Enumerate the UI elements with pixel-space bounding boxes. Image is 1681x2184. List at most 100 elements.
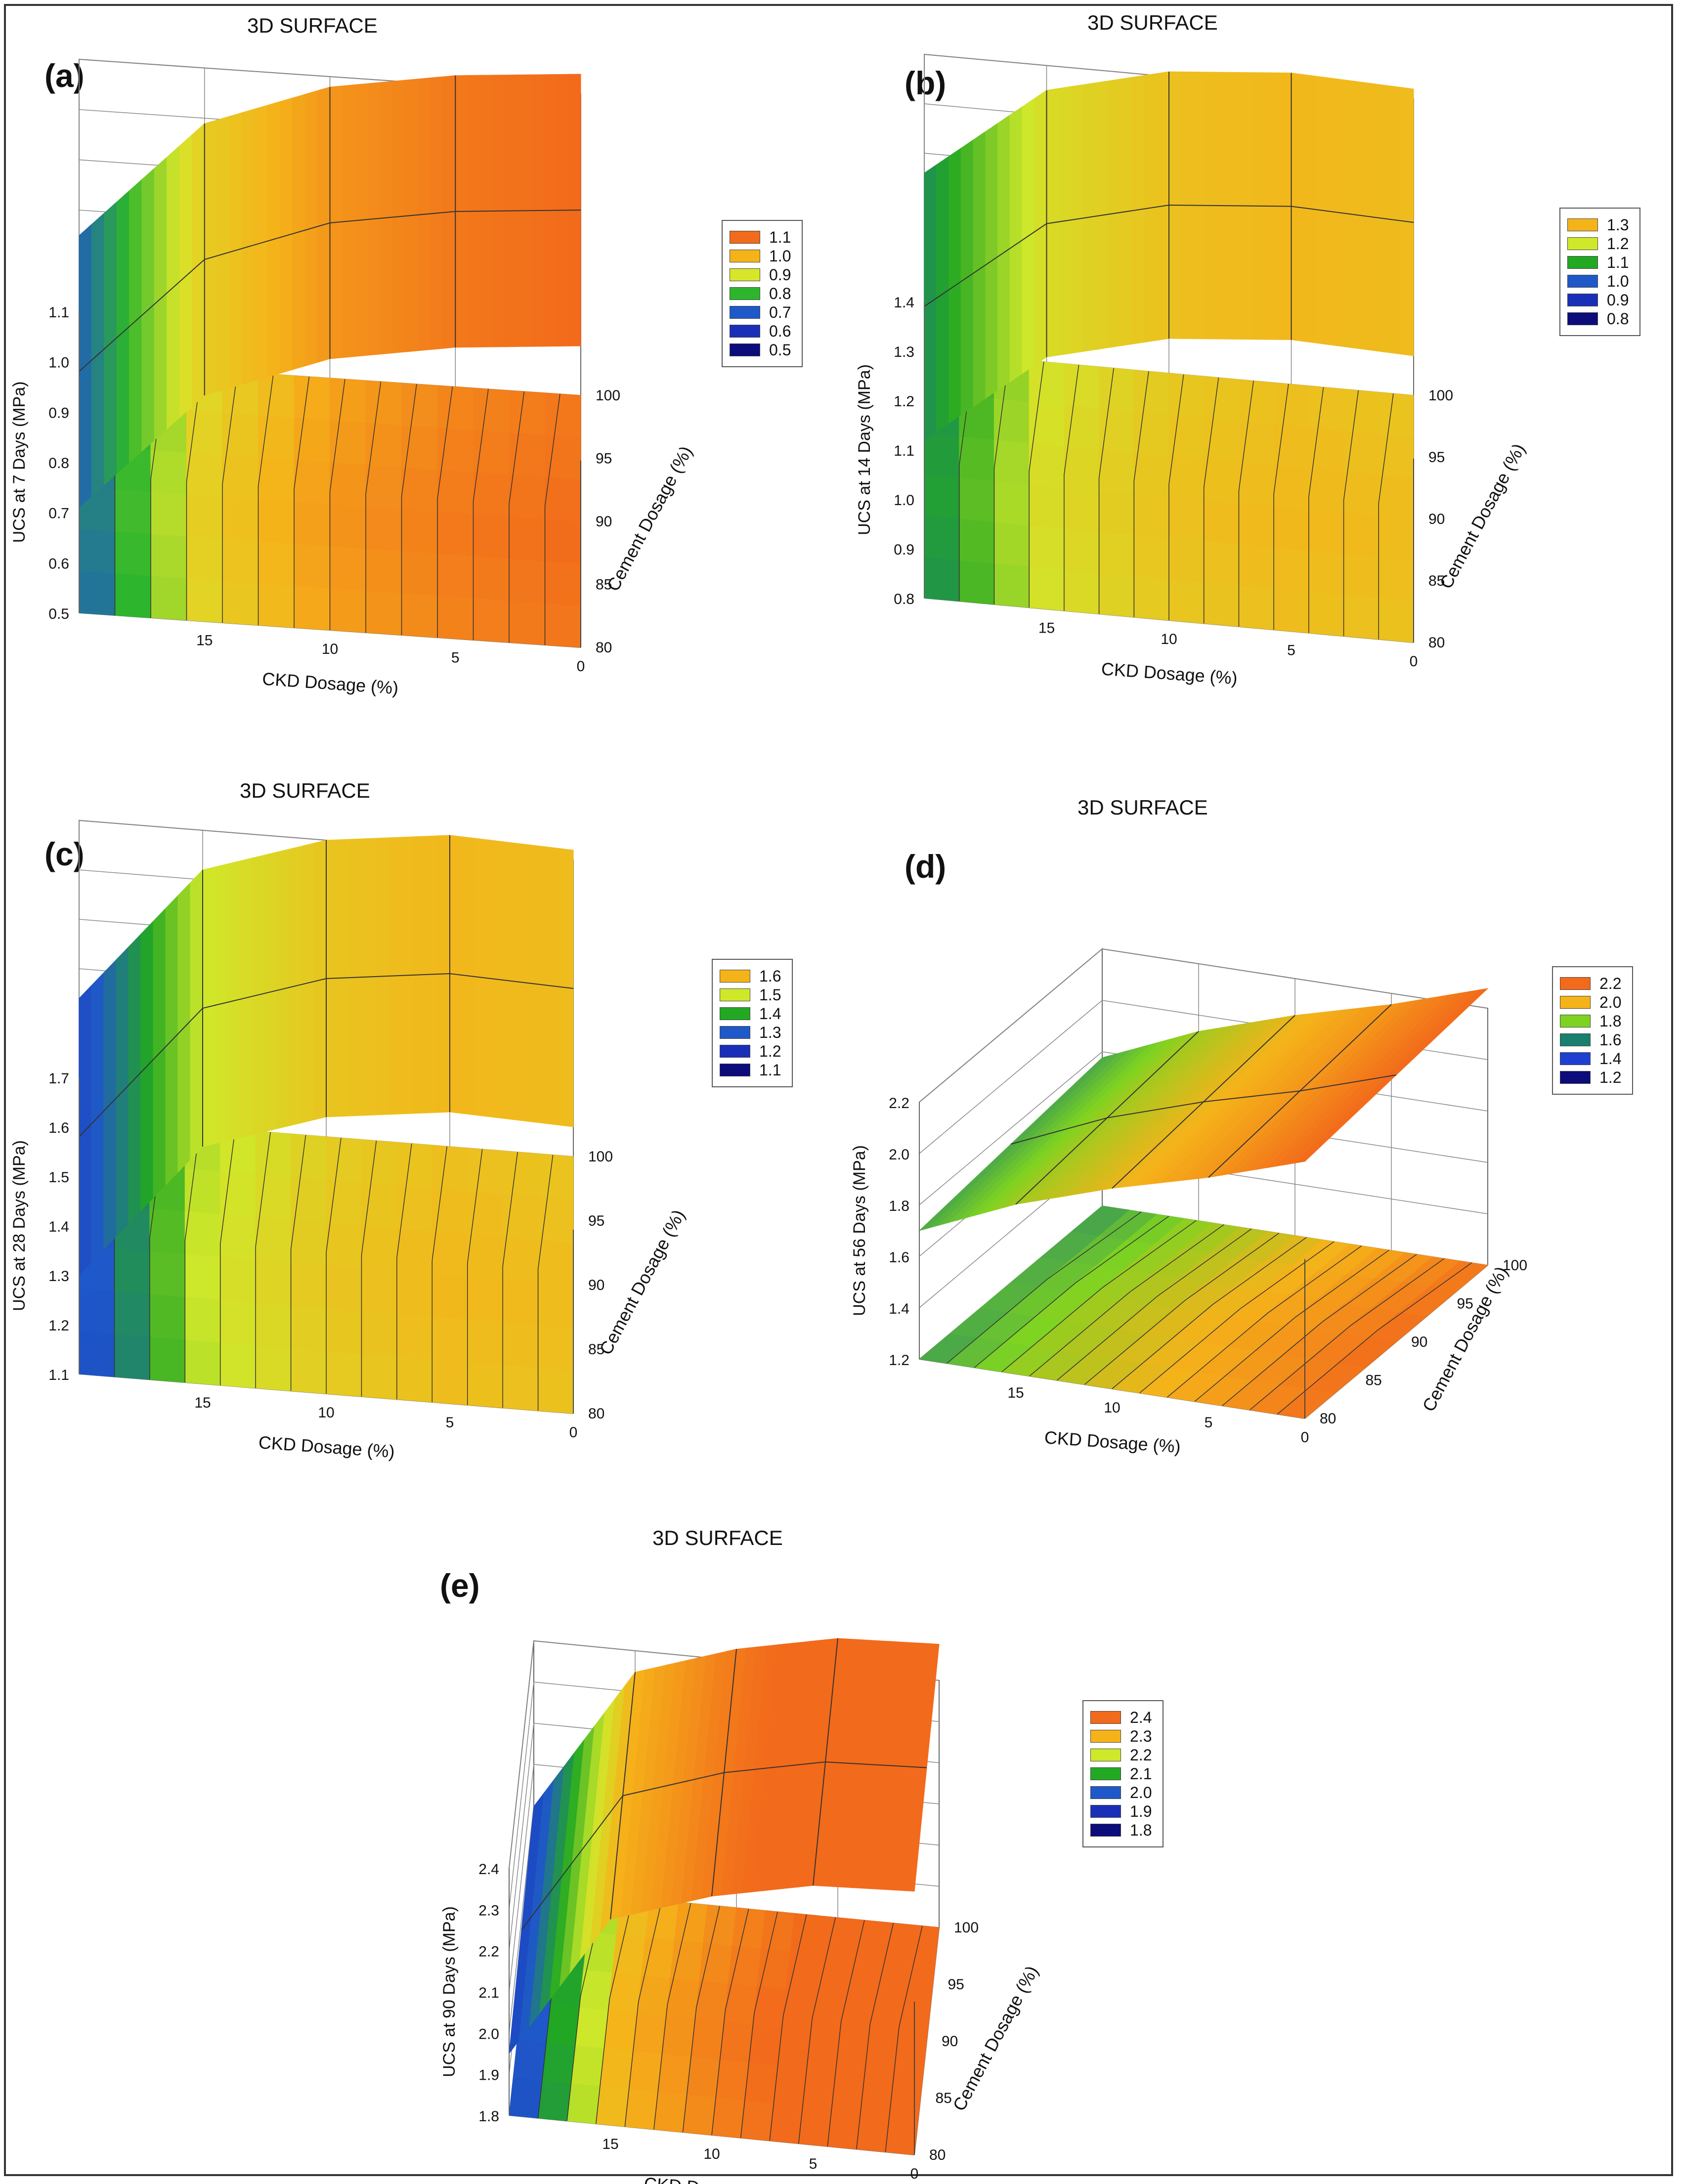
- legend-label: 1.1: [1607, 253, 1629, 271]
- surface-mesh-line: [79, 210, 581, 372]
- floor-contour-cell: [993, 398, 1030, 443]
- legend-swatch: [1560, 1071, 1591, 1084]
- floor-contour-line: [258, 374, 274, 625]
- floor-contour-cell: [79, 1288, 115, 1334]
- legend-entry: 2.1: [1090, 1764, 1152, 1783]
- floor-contour-cell: [1133, 370, 1169, 415]
- floor-contour-cell: [1133, 493, 1169, 538]
- floor-contour-cell: [666, 1977, 700, 2019]
- x-axis-title: CKD Dosage (%): [1044, 1427, 1181, 1456]
- legend-label: 2.1: [1130, 1764, 1152, 1783]
- floor-contour-cell: [1204, 458, 1239, 504]
- floor-contour-cell: [222, 580, 259, 626]
- floor-contour-cell: [1204, 376, 1239, 421]
- z-tick-label: 1.1: [894, 443, 914, 459]
- floor-contour-cell: [1273, 588, 1309, 634]
- floor-contour-cell: [396, 1142, 432, 1189]
- legend-entry: 1.3: [1567, 215, 1629, 234]
- floor-contour-line: [1222, 1254, 1417, 1406]
- floor-contour-cell: [150, 491, 187, 537]
- z-tick-label: 2.3: [478, 1902, 499, 1919]
- floor-contour-cell: [326, 1222, 362, 1269]
- legend-entry: 0.9: [730, 265, 791, 284]
- z-tick-label: 2.2: [478, 1944, 499, 1960]
- floor-contour-cell: [1238, 585, 1274, 630]
- floor-contour-cell: [1273, 506, 1309, 551]
- legend-swatch: [720, 988, 750, 1001]
- floor-contour-cell: [753, 1986, 787, 2027]
- floor-contour-cell: [509, 2077, 543, 2119]
- legend-swatch: [1567, 275, 1598, 288]
- floor-contour-cell: [542, 2042, 576, 2084]
- chart-panel-d: 3D SURFACE (d) 1.2 1.4 1.6 1.8 2.0 2.2 15 10 5 0 8…: [840, 761, 1681, 1502]
- legend-entry: 1.2: [1560, 1068, 1621, 1087]
- floor-contour-line: [624, 1900, 662, 2127]
- z-axis-title: UCS at 14 Days (MPa): [855, 364, 874, 535]
- x-tick-label: 15: [1038, 620, 1055, 637]
- floor-contour-cell: [1238, 544, 1274, 589]
- floor-contour-cell: [757, 1948, 791, 1990]
- floor-contour-cell: [186, 494, 223, 539]
- floor-contour-cell: [711, 2097, 745, 2139]
- floor-contour-cell: [924, 433, 960, 478]
- floor-contour-cell: [396, 1228, 432, 1274]
- floor-contour-line: [974, 1216, 1169, 1368]
- y-tick-label: 95: [588, 1213, 604, 1229]
- z-tick-label: 1.2: [48, 1318, 69, 1334]
- y-tick-label: 95: [948, 1976, 964, 1993]
- panel-label: (a): [44, 57, 85, 94]
- floor-contour-line: [326, 1138, 342, 1394]
- z-tick-label: 1.2: [889, 1352, 909, 1369]
- floor-contour-cell: [396, 1270, 432, 1317]
- floor-contour-cell: [291, 1262, 327, 1309]
- legend-swatch: [730, 325, 760, 338]
- floor-contour-cell: [184, 1210, 221, 1257]
- z-tick-label: 1.5: [48, 1169, 69, 1186]
- floor-contour-cell: [150, 575, 187, 621]
- floor-contour-cell: [258, 541, 295, 586]
- floor-contour-line: [1203, 378, 1219, 624]
- floor-contour-line: [329, 379, 345, 630]
- floor-contour-cell: [502, 1236, 539, 1283]
- floor-contour-cell: [603, 2010, 638, 2052]
- floor-contour-cell: [566, 2083, 601, 2124]
- floor-contour-cell: [473, 471, 510, 517]
- legend-swatch: [1090, 1730, 1121, 1743]
- floor-contour-cell: [291, 1348, 327, 1394]
- floor-contour-cell: [902, 1962, 936, 2004]
- legend-swatch: [1560, 1033, 1591, 1046]
- floor-contour-cell: [1029, 566, 1065, 611]
- floor-contour-cell: [467, 1233, 503, 1280]
- legend-label: 1.1: [769, 228, 791, 246]
- floor-contour-cell: [150, 533, 187, 579]
- floor-contour-cell: [502, 1322, 539, 1369]
- floor-contour-cell: [330, 546, 366, 591]
- floor-contour-cell: [467, 1319, 503, 1366]
- floor-contour-line: [219, 1129, 236, 1385]
- floor-contour-cell: [502, 1151, 539, 1197]
- floor-contour-cell: [608, 1971, 642, 2013]
- floor-contour-cell: [1308, 385, 1344, 431]
- floor-contour-cell: [1064, 404, 1100, 450]
- floor-contour-cell: [1429, 1260, 1489, 1291]
- x-tick-label: 5: [1205, 1414, 1213, 1431]
- floor-contour-cell: [437, 511, 474, 557]
- legend: 1.1 1.0 0.9 0.8 0.7 0.6 0.5: [722, 220, 803, 367]
- floor-contour-line: [184, 1126, 201, 1383]
- floor-contour-cell: [258, 499, 295, 544]
- floor-contour-line: [1273, 384, 1289, 630]
- x-tick-label: 15: [1007, 1385, 1024, 1401]
- x-axis-title: CKD Dosage (%): [258, 1432, 395, 1461]
- floor-contour-line: [1139, 1241, 1335, 1394]
- legend-label: 2.3: [1130, 1727, 1152, 1745]
- floor-contour-cell: [924, 557, 960, 601]
- floor-contour-cell: [1064, 487, 1100, 532]
- floor-contour-cell: [294, 417, 330, 463]
- floor-contour-cell: [509, 600, 545, 645]
- legend-swatch: [1567, 256, 1598, 269]
- legend-label: 1.0: [1607, 272, 1629, 290]
- floor-contour-cell: [431, 1316, 468, 1363]
- floor-contour-line: [294, 377, 310, 628]
- surface-mesh-line: [924, 204, 1414, 307]
- floor-contour-cell: [1204, 541, 1239, 586]
